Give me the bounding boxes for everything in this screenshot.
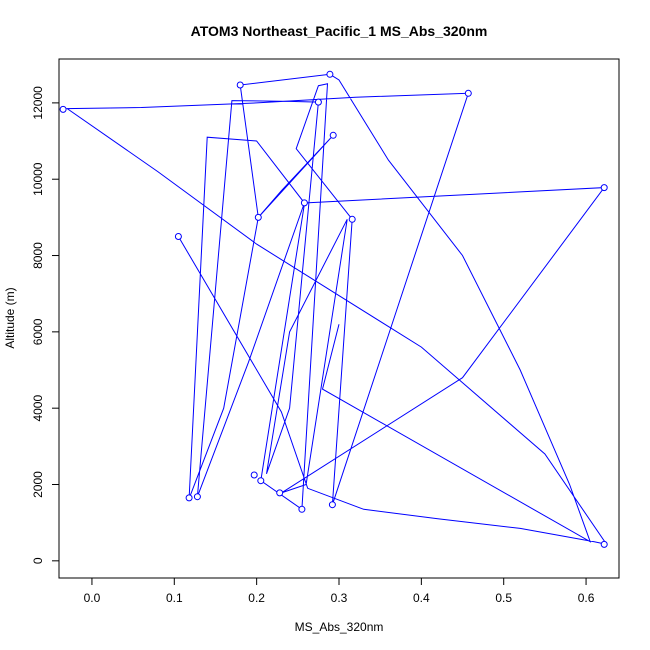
y-tick-label: 6000 (31, 318, 45, 345)
x-tick-label: 0.2 (248, 591, 265, 605)
series-layer (65, 73, 608, 546)
data-point (348, 215, 356, 223)
data-point (464, 89, 472, 97)
data-point (193, 493, 201, 501)
y-axis-label: Altitude (m) (3, 287, 17, 348)
x-tick-label: 0.6 (578, 591, 595, 605)
data-point (250, 471, 258, 479)
y-tick-label: 4000 (31, 395, 45, 422)
data-point (236, 81, 244, 89)
marker-layer (59, 70, 608, 548)
y-axis: 0 2000 4000 6000 8000 10000 12000 (31, 86, 60, 564)
x-tick-label: 0.4 (413, 591, 430, 605)
x-tick-label: 0.0 (84, 591, 101, 605)
data-point (329, 131, 337, 139)
y-tick-label: 10000 (31, 162, 45, 196)
x-axis-label: MS_Abs_320nm (295, 620, 384, 634)
data-point (600, 184, 608, 192)
chart-title: ATOM3 Northeast_Pacific_1 MS_Abs_320nm (191, 23, 488, 39)
x-tick-label: 0.1 (166, 591, 183, 605)
data-point (174, 233, 182, 240)
data-point (314, 98, 322, 106)
data-point (326, 70, 334, 78)
data-point (600, 540, 608, 548)
y-tick-label: 2000 (31, 471, 45, 498)
x-tick-label: 0.5 (495, 591, 512, 605)
y-tick-label: 0 (31, 557, 45, 564)
data-point (300, 199, 308, 207)
data-point (276, 489, 284, 497)
data-point (298, 505, 306, 513)
data-point (185, 494, 193, 502)
data-point (254, 213, 262, 221)
data-point (59, 105, 67, 113)
data-point (257, 477, 265, 485)
y-tick-label: 12000 (31, 86, 45, 120)
x-axis: 0.0 0.1 0.2 0.3 0.4 0.5 0.6 (84, 577, 595, 605)
series-line (65, 73, 608, 546)
y-tick-label: 8000 (31, 242, 45, 269)
x-tick-label: 0.3 (331, 591, 348, 605)
data-point (328, 501, 336, 509)
